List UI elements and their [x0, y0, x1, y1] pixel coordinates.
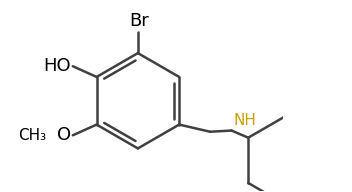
- Text: Br: Br: [129, 12, 149, 31]
- Text: NH: NH: [234, 113, 257, 128]
- Text: O: O: [57, 126, 71, 144]
- Text: CH₃: CH₃: [18, 128, 46, 143]
- Text: HO: HO: [43, 57, 71, 75]
